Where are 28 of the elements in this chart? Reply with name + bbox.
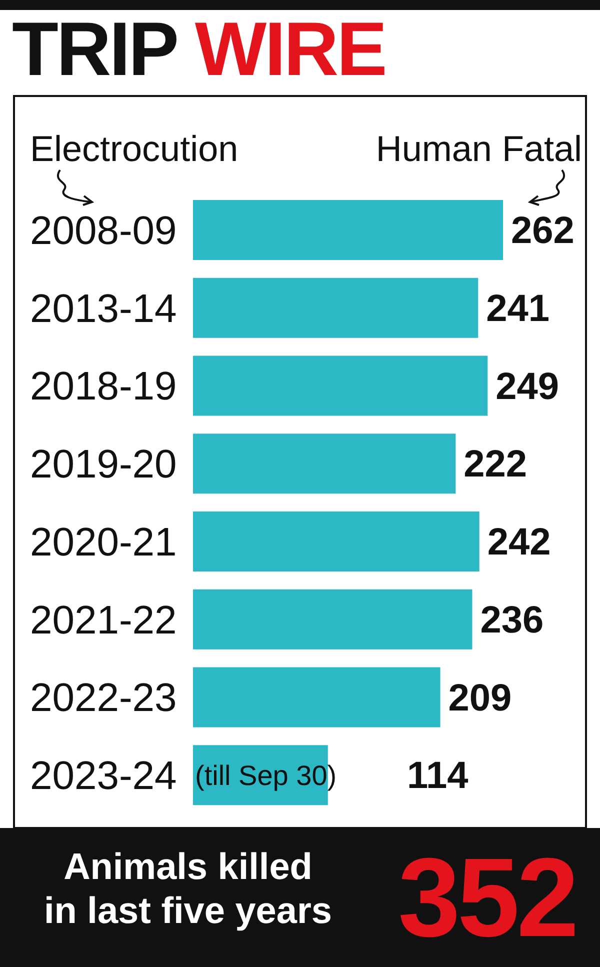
bar <box>193 356 488 416</box>
bar <box>193 667 440 728</box>
bar <box>193 434 456 494</box>
y-tick-label: 2021-22 <box>30 598 177 642</box>
annotation: 352 <box>398 835 576 960</box>
data-label: 249 <box>496 366 560 408</box>
y-tick-label: 2008-09 <box>30 208 177 253</box>
y-tick-label: 2020-21 <box>30 520 177 564</box>
bar <box>193 200 503 260</box>
data-label: 242 <box>487 522 551 564</box>
y-tick-label: 2019-20 <box>30 442 177 487</box>
bar <box>193 512 480 572</box>
data-label: 114 <box>407 755 468 798</box>
data-label: 262 <box>511 210 574 252</box>
data-label: 241 <box>486 288 550 330</box>
y-tick-label: 2018-19 <box>30 364 177 409</box>
y-tick-label: 2013-14 <box>30 286 177 331</box>
y-tick-label: 2022-23 <box>30 676 177 720</box>
data-label: 222 <box>464 444 528 486</box>
data-label: 236 <box>480 599 544 642</box>
text: Human Fatal <box>376 128 582 170</box>
bar <box>193 278 478 338</box>
text: Electrocution <box>30 128 238 170</box>
annotation: Animals killed in last five years <box>44 845 332 933</box>
chart-title: TRIP WIRE <box>12 7 386 92</box>
y-tick-label: 2023-24 <box>30 754 177 798</box>
bar <box>193 589 472 650</box>
data-label: 209 <box>448 677 512 720</box>
